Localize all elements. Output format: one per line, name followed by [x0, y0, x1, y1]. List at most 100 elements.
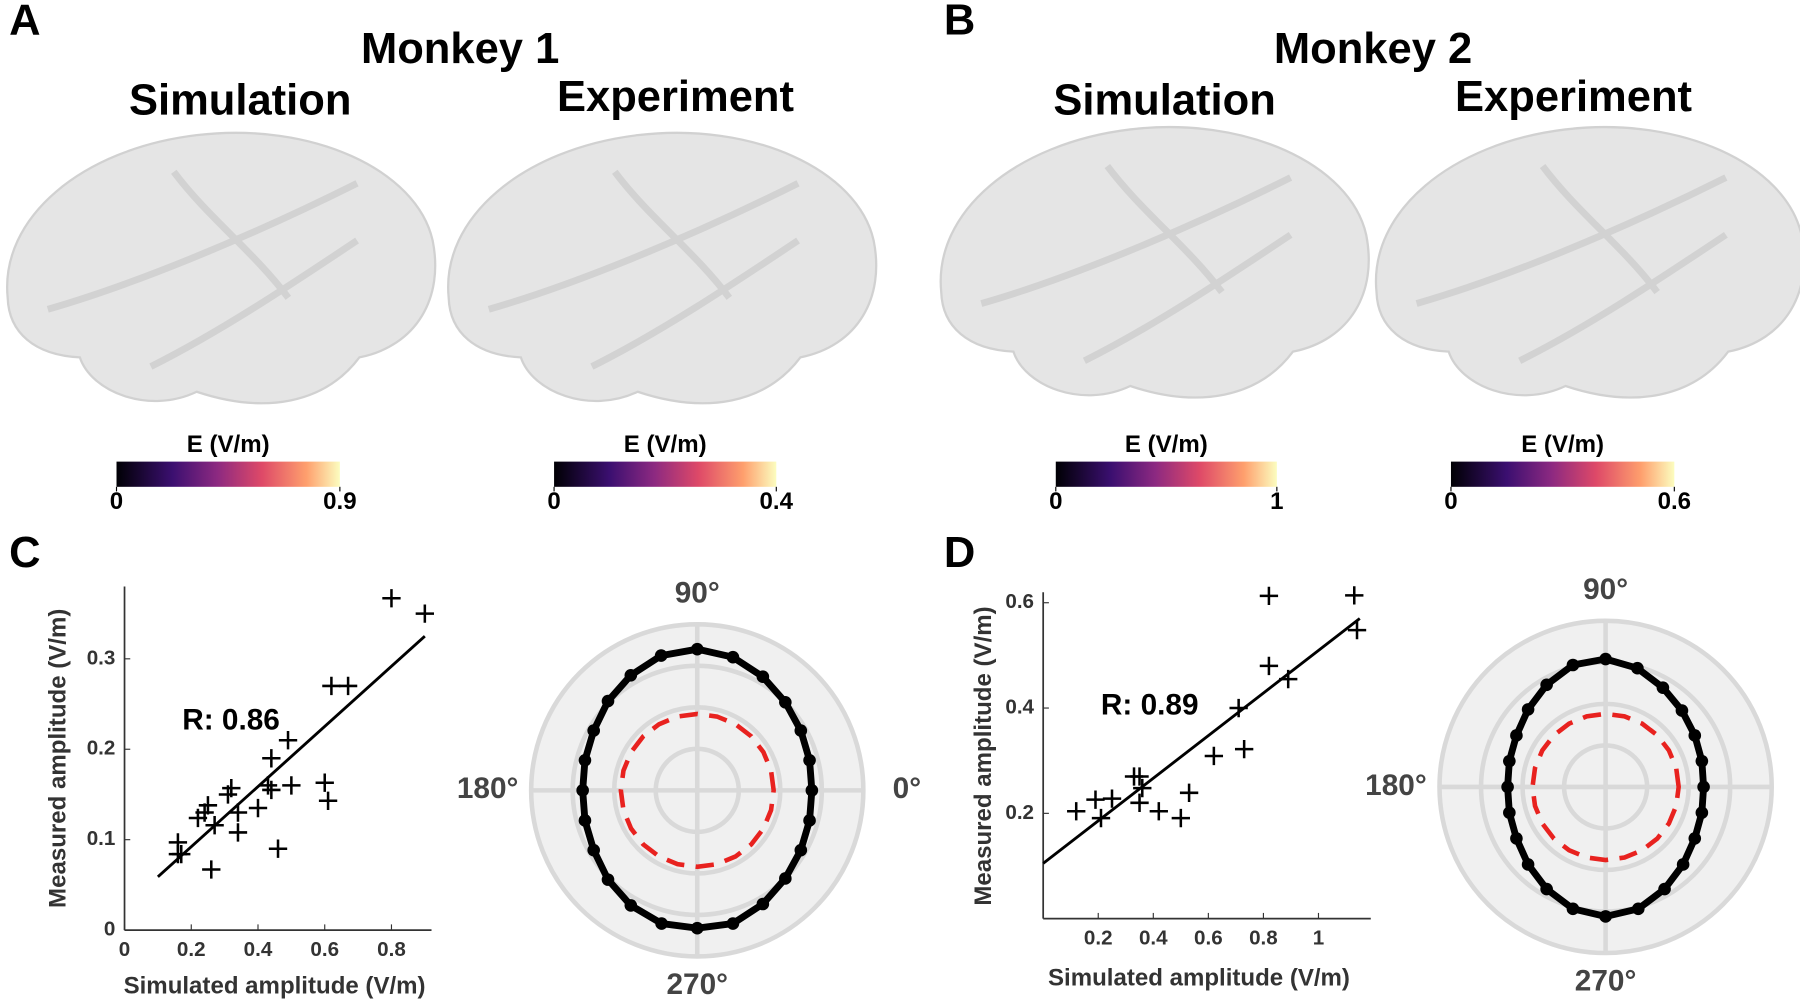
panel-subtitle: Simulation — [129, 77, 351, 125]
polar-marker — [654, 649, 668, 662]
colorbar-tick-label: 0.6 — [1658, 488, 1691, 515]
plus-marker — [1229, 698, 1248, 718]
colorbar-label: E (V/m) — [1521, 431, 1604, 458]
polar-marker — [779, 872, 792, 885]
polar-marker — [1501, 780, 1514, 794]
y-tick-label: 0.4 — [1005, 695, 1034, 718]
plus-marker — [1171, 808, 1190, 828]
panel-title: Monkey 1 — [361, 25, 559, 73]
polar-marker — [1599, 652, 1612, 666]
x-axis-label: Simulated amplitude (V/m) — [124, 973, 426, 1000]
polar-marker — [690, 642, 704, 656]
polar-marker — [1695, 754, 1709, 768]
colorbar-tick-label: 0.9 — [323, 488, 356, 515]
polar-marker — [756, 670, 770, 684]
brain-render — [448, 133, 876, 403]
plus-marker — [415, 604, 434, 623]
polar-marker — [578, 814, 592, 827]
polar-marker — [587, 843, 600, 857]
plus-marker — [338, 676, 358, 696]
polar-marker — [803, 753, 816, 767]
polar-marker — [726, 650, 740, 664]
brain-render — [7, 133, 435, 403]
angle-label: 180° — [1365, 769, 1427, 802]
plus-marker — [1234, 739, 1254, 759]
annotation: R: 0.86 — [182, 703, 280, 736]
plus-marker — [1102, 789, 1122, 808]
polar-marker — [1503, 806, 1516, 820]
plus-marker — [205, 816, 224, 835]
polar-marker — [1566, 902, 1580, 916]
polar-marker — [1510, 832, 1523, 845]
plus-marker — [1204, 746, 1224, 766]
polar-marker — [779, 695, 792, 709]
y-tick-label: 0.2 — [1005, 801, 1034, 824]
angle-label: 270° — [666, 968, 728, 1001]
polar-marker — [803, 814, 816, 827]
plus-marker — [1259, 656, 1279, 676]
plus-marker — [1133, 778, 1152, 798]
plus-marker — [228, 823, 248, 842]
plus-marker — [228, 803, 248, 822]
panel-subtitle: Simulation — [1053, 77, 1275, 125]
x-axis-label: Simulated amplitude (V/m) — [1048, 965, 1350, 992]
polar-marker — [1697, 780, 1710, 794]
colorbar — [116, 461, 340, 487]
plus-marker — [322, 676, 341, 696]
plus-marker — [258, 776, 278, 795]
polar-marker — [794, 843, 808, 857]
x-tick-label: 0.8 — [1249, 927, 1278, 950]
polar-marker — [1566, 658, 1580, 672]
plus-marker — [1086, 790, 1105, 809]
fit-line — [156, 635, 426, 878]
plus-marker — [1259, 586, 1279, 606]
polar-line — [618, 711, 776, 870]
polar-marker — [624, 668, 638, 682]
y-tick-label: 0.2 — [87, 737, 116, 760]
panel-title: Monkey 2 — [1274, 25, 1472, 73]
annotation: R: 0.89 — [1101, 689, 1199, 722]
colorbar-tick-label: 0 — [1049, 488, 1062, 515]
colorbar-label: E (V/m) — [624, 431, 707, 458]
colorbar-tick-label: 0 — [110, 488, 123, 515]
plus-marker — [268, 839, 288, 858]
polar-marker — [601, 694, 615, 708]
polar-marker — [756, 897, 770, 911]
polar-marker — [1658, 882, 1671, 896]
angle-label: 180° — [457, 772, 519, 805]
angle-label: 90° — [675, 576, 720, 609]
colorbar — [1450, 461, 1675, 487]
fit-line — [1042, 617, 1361, 865]
polar-marker — [601, 873, 615, 886]
y-axis-label: Measured amplitude (V/m) — [45, 609, 72, 908]
y-tick-label: 0.3 — [87, 646, 116, 669]
polar-marker — [1540, 678, 1553, 692]
polar-marker — [587, 724, 600, 737]
plus-marker — [1179, 783, 1199, 802]
polar-marker — [1599, 910, 1612, 923]
x-tick-label: 0.6 — [1194, 927, 1223, 950]
plus-marker — [1149, 802, 1168, 821]
plus-marker — [382, 589, 401, 608]
brain-render — [941, 127, 1369, 397]
polar-marker — [690, 921, 704, 935]
brain-render — [1376, 127, 1800, 397]
angle-label: 270° — [1575, 965, 1637, 998]
polar-line — [1530, 711, 1681, 863]
plus-marker — [1345, 586, 1364, 605]
plus-marker — [315, 773, 334, 792]
plus-marker — [248, 798, 268, 818]
x-tick-label: 0.2 — [1084, 927, 1113, 950]
polar-marker — [1688, 832, 1702, 845]
panel-subtitle: Experiment — [557, 73, 794, 121]
panel-subtitle: Experiment — [1455, 73, 1692, 121]
colorbar-tick-label: 1 — [1270, 488, 1283, 515]
plus-marker — [1091, 808, 1111, 828]
plus-marker — [218, 785, 238, 804]
plus-marker — [282, 776, 301, 795]
plus-marker — [262, 749, 281, 768]
x-tick-label: 0.4 — [244, 938, 273, 961]
panel-label: B — [944, 0, 975, 44]
